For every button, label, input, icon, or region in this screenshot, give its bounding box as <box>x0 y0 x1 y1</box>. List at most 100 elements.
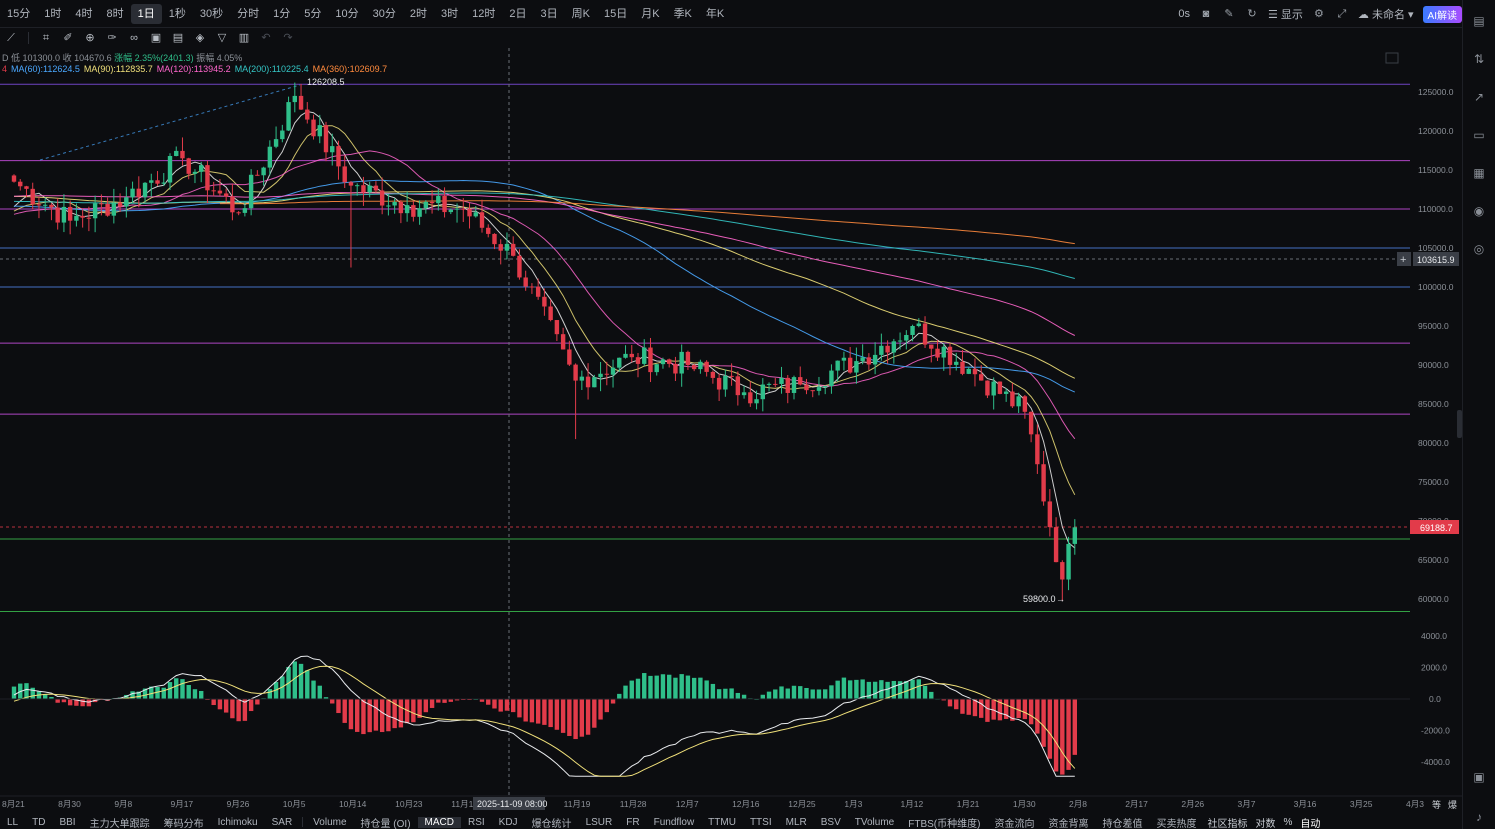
timeframe-14[interactable]: 12时 <box>472 7 496 20</box>
candle-body <box>554 320 560 335</box>
indicator-sub-17[interactable]: 持仓差值 <box>1102 818 1143 829</box>
macd-panel <box>0 655 1410 777</box>
fullscreen-icon[interactable]: ⤢ <box>1337 8 1347 20</box>
link-icon[interactable]: ∞ <box>130 32 138 44</box>
timeframe-4[interactable]: 1日 <box>130 3 162 24</box>
timeframe-17[interactable]: 周K <box>571 7 590 20</box>
line-tool-icon[interactable]: ⟋ <box>7 32 15 44</box>
date-tick-label: 8月21 <box>2 799 25 809</box>
timeframe-8[interactable]: 1分 <box>273 7 291 20</box>
indicator-main-3[interactable]: 主力大单跟踪 <box>89 818 150 829</box>
indicator-sub-13[interactable]: TVolume <box>854 816 895 828</box>
timeframe-9[interactable]: 5分 <box>304 7 322 20</box>
log-scale-toggle[interactable]: 对数 <box>1255 818 1276 829</box>
bell-icon[interactable]: ♪ <box>1476 810 1482 824</box>
candle-body <box>273 139 279 147</box>
panel-collapse-handle[interactable] <box>1457 410 1462 438</box>
timeframe-2[interactable]: 4时 <box>75 7 93 20</box>
timeframe-12[interactable]: 2时 <box>409 7 427 20</box>
indicator-sub-9[interactable]: TTMU <box>708 816 736 828</box>
refresh-icon[interactable]: ↻ <box>1247 8 1257 20</box>
trend-chart-icon[interactable]: ↗ <box>1473 90 1485 104</box>
indicator-main-6[interactable]: SAR <box>271 816 293 828</box>
eraser-icon[interactable]: ◈ <box>195 32 205 44</box>
timeframe-21[interactable]: 年K <box>705 7 725 20</box>
order-book-icon[interactable]: ⇅ <box>1473 52 1485 66</box>
timeframe-7[interactable]: 分时 <box>237 7 260 20</box>
ma-line-120 <box>13 192 1076 336</box>
display-button[interactable]: ☰ 显示 <box>1267 9 1303 21</box>
indicator-sub-7[interactable]: FR <box>626 816 640 828</box>
crop-tool-icon[interactable]: ⌗ <box>42 32 50 44</box>
candle-body <box>535 286 541 297</box>
indicator-main-5[interactable]: Ichimoku <box>217 816 258 828</box>
ruler-icon[interactable]: ✐ <box>63 32 73 44</box>
timeframe-18[interactable]: 15日 <box>603 7 628 20</box>
timeframe-3[interactable]: 8时 <box>106 7 124 20</box>
redo-icon[interactable]: ↷ <box>283 32 293 44</box>
camera-icon[interactable]: ◙ <box>1202 8 1210 20</box>
price-chart[interactable]: 125000.0 120000.0 115000.0 110000.0 105000.0… <box>0 0 1462 815</box>
candle-body <box>592 377 597 388</box>
indicator-sub-3[interactable]: RSI <box>467 816 485 828</box>
calendar-icon[interactable]: ▦ <box>1473 166 1485 180</box>
indicator-main-0[interactable]: LL <box>7 816 19 828</box>
timeframe-1[interactable]: 1时 <box>44 7 62 20</box>
layout-select[interactable]: ☁ 未命名 ▾ <box>1357 9 1414 21</box>
document-icon[interactable]: ▤ <box>1473 14 1485 28</box>
signal-icon[interactable]: ◎ <box>1473 242 1485 256</box>
low-arrow: → <box>1056 594 1065 604</box>
trash-icon[interactable]: ▥ <box>238 32 250 44</box>
indicator-sub-11[interactable]: MLR <box>785 816 807 828</box>
indicator-sub-6[interactable]: LSUR <box>585 816 613 828</box>
indicator-sub-2[interactable]: MACD <box>417 816 461 828</box>
auto-scale-toggle[interactable]: 自动 <box>1300 818 1321 829</box>
candle-body <box>298 95 304 110</box>
layers-icon[interactable]: ▤ <box>172 32 184 44</box>
timeframe-15[interactable]: 2日 <box>509 7 527 20</box>
timeframe-13[interactable]: 3时 <box>441 7 459 20</box>
timeframe-20[interactable]: 季K <box>673 7 692 20</box>
indicator-sub-8[interactable]: Fundflow <box>653 816 695 828</box>
date-tick-label: 3月25 <box>1350 799 1373 809</box>
robot-icon[interactable]: ◉ <box>1473 204 1485 218</box>
magnet-icon[interactable]: ⊕ <box>85 32 95 44</box>
timeframe-0[interactable]: 15分 <box>7 7 31 20</box>
macd-histogram-bar <box>305 670 310 699</box>
brush-icon[interactable]: ✑ <box>107 32 117 44</box>
timeframe-10[interactable]: 10分 <box>335 7 359 20</box>
macd-histogram-bar <box>223 699 229 713</box>
indicator-main-1[interactable]: TD <box>32 816 46 828</box>
macd-histogram-bar <box>192 689 198 699</box>
panel-layout-icon[interactable]: ▣ <box>1473 770 1485 784</box>
indicator-sub-10[interactable]: TTSI <box>749 816 772 828</box>
indicator-sub-18[interactable]: 买卖热度 <box>1156 818 1197 829</box>
indicator-sub-16[interactable]: 资金背离 <box>1048 818 1089 829</box>
timeframe-5[interactable]: 1秒 <box>168 7 186 20</box>
indicator-main-4[interactable]: 筹码分布 <box>163 818 204 829</box>
info-prefix: D <box>2 53 9 63</box>
indicator-sub-1[interactable]: 持仓量 (OI) <box>360 818 411 829</box>
indicator-sub-4[interactable]: KDJ <box>498 816 518 828</box>
percent-scale-toggle[interactable]: % <box>1283 816 1293 828</box>
indicator-sub-14[interactable]: FTBS(币种维度) <box>908 818 981 829</box>
indicator-main-2[interactable]: BBI <box>59 816 76 828</box>
macd-histogram-bar <box>872 681 878 699</box>
community-indicators-button[interactable]: 社区指标 <box>1207 818 1248 829</box>
indicator-sub-5[interactable]: 爆仓统计 <box>531 818 572 829</box>
undo-icon[interactable]: ↶ <box>261 32 271 44</box>
timeframe-11[interactable]: 30分 <box>372 7 396 20</box>
pen-icon[interactable]: ✎ <box>1224 8 1234 20</box>
filter-icon[interactable]: ▽ <box>217 32 227 44</box>
candle-body <box>18 181 23 187</box>
indicator-sub-15[interactable]: 资金流向 <box>994 818 1035 829</box>
settings-icon[interactable]: ⚙ <box>1313 8 1324 20</box>
lock-icon[interactable]: ▣ <box>150 32 162 44</box>
indicator-sub-12[interactable]: BSV <box>820 816 841 828</box>
indicator-sub-0[interactable]: Volume <box>313 816 347 828</box>
monitor-icon[interactable]: ▭ <box>1473 128 1485 142</box>
timeframe-16[interactable]: 3日 <box>540 7 558 20</box>
timeframe-19[interactable]: 月K <box>641 7 660 20</box>
ai-interpret-button[interactable]: AI解读 <box>1422 5 1462 23</box>
timeframe-6[interactable]: 30秒 <box>199 7 224 20</box>
